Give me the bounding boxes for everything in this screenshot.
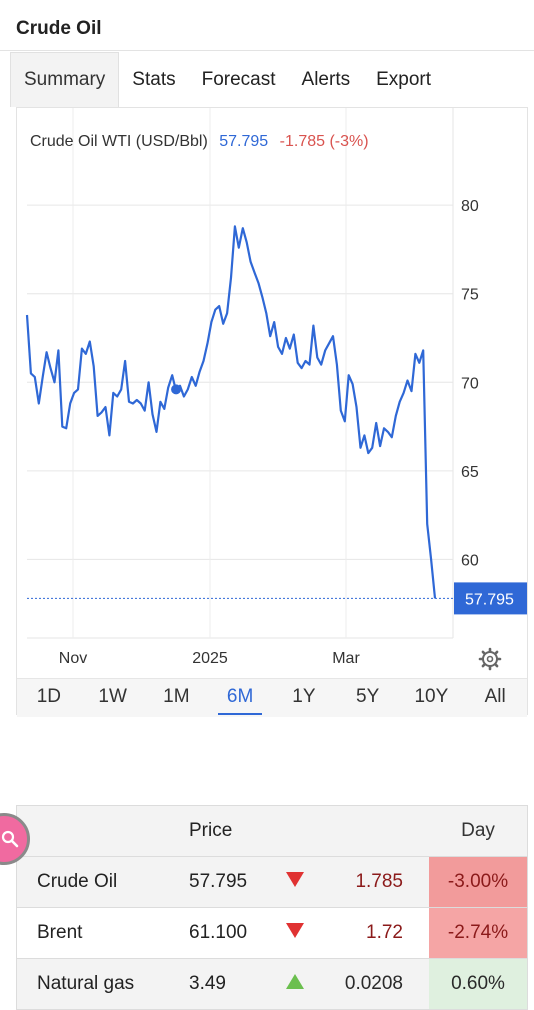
tab-bar: Summary Stats Forecast Alerts Export xyxy=(10,52,534,107)
legend-change: -1.785 (-3%) xyxy=(280,133,369,150)
range-5y[interactable]: 5Y xyxy=(356,686,380,707)
y-tick-label: 65 xyxy=(461,464,479,481)
page-title: Crude Oil xyxy=(16,18,102,39)
last-value-badge xyxy=(454,582,527,615)
row-price: 57.795 xyxy=(189,871,248,892)
row-change: 1.72 xyxy=(366,922,403,943)
range-1d[interactable]: 1D xyxy=(36,686,62,707)
range-6m[interactable]: 6M xyxy=(208,679,272,717)
legend-series-name: Crude Oil WTI (USD/Bbl) xyxy=(30,133,208,150)
range-selector: 1D 1W 1M 6M 1Y 5Y 10Y All xyxy=(17,678,527,717)
x-tick-label: Mar xyxy=(332,650,360,667)
chart-card: 60 65 70 75 80 Nov 2025 Mar 57.795 Crude Oil W… xyxy=(16,107,528,717)
tab-export[interactable]: Export xyxy=(376,68,432,90)
price-line xyxy=(25,225,437,599)
up-arrow-icon xyxy=(286,974,304,989)
row-day-change: -2.74% xyxy=(429,908,527,958)
range-1m[interactable]: 1M xyxy=(163,686,190,707)
y-tick-label: 75 xyxy=(461,287,479,304)
table-row[interactable]: Natural gas 3.49 0.0208 0.60% xyxy=(17,959,527,1010)
row-change: 1.785 xyxy=(355,871,403,892)
row-day-change: -3.00% xyxy=(429,857,527,907)
commodities-table: Price Day Crude Oil 57.795 1.785 -3.00% … xyxy=(16,805,528,1010)
row-change: 0.0208 xyxy=(344,973,403,994)
range-10y[interactable]: 10Y xyxy=(414,686,449,707)
y-tick-label: 80 xyxy=(461,198,479,215)
range-all[interactable]: All xyxy=(484,686,506,707)
table-row[interactable]: Crude Oil 57.795 1.785 -3.00% xyxy=(17,857,527,908)
row-name: Natural gas xyxy=(37,973,135,994)
row-name: Brent xyxy=(37,922,83,943)
row-price: 3.49 xyxy=(189,973,226,994)
tab-alerts[interactable]: Alerts xyxy=(301,68,351,90)
tab-summary[interactable]: Summary xyxy=(10,52,120,107)
range-1y[interactable]: 1Y xyxy=(292,686,316,707)
row-price: 61.100 xyxy=(189,922,248,943)
price-header: Price xyxy=(189,820,233,841)
range-1w[interactable]: 1W xyxy=(98,686,127,707)
x-tick-label: Nov xyxy=(59,650,87,667)
tab-forecast[interactable]: Forecast xyxy=(201,68,276,90)
x-tick-label: 2025 xyxy=(192,650,228,667)
legend-value: 57.795 xyxy=(219,133,268,150)
day-header: Day xyxy=(461,820,495,841)
down-arrow-icon xyxy=(286,872,304,887)
table-row[interactable]: Brent 61.100 1.72 -2.74% xyxy=(17,908,527,959)
header-divider xyxy=(0,50,534,51)
price-chart[interactable]: 60 65 70 75 80 Nov 2025 Mar 57.795 Crude Oil W… xyxy=(17,108,527,678)
settings-gear-icon[interactable] xyxy=(478,647,502,671)
y-tick-label: 60 xyxy=(461,552,479,569)
price-marker[interactable] xyxy=(171,384,182,395)
search-icon xyxy=(1,830,19,848)
row-day-change: 0.60% xyxy=(429,959,527,1009)
table-header: Price Day xyxy=(17,806,527,857)
last-value-label: 57.795 xyxy=(465,591,514,608)
chart-legend: Crude Oil WTI (USD/Bbl) 57.795 -1.785 (-… xyxy=(30,133,369,150)
row-name: Crude Oil xyxy=(37,871,118,892)
tab-stats[interactable]: Stats xyxy=(132,68,176,90)
y-tick-label: 70 xyxy=(461,375,479,392)
down-arrow-icon xyxy=(286,923,304,938)
